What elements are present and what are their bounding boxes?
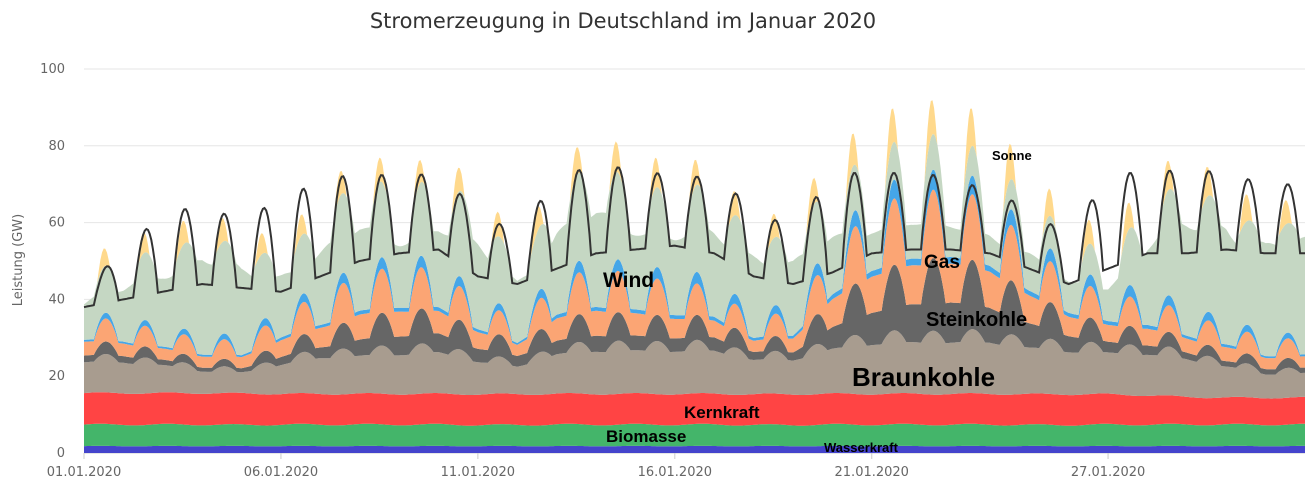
x-tick-label: 11.01.2020: [441, 465, 515, 480]
area-biomasse: [84, 423, 1305, 447]
area-gas: [84, 189, 1305, 370]
load-line-group: [83, 166, 1305, 309]
label-wind: Wind: [603, 269, 654, 292]
y-tick-label: 40: [48, 292, 65, 307]
y-tick-labels: 0 20 40 60 80 100: [40, 62, 65, 461]
x-tick-label: 21.01.2020: [835, 465, 909, 480]
stacked-areas: [84, 100, 1305, 453]
area-braunkohle: [84, 329, 1305, 399]
load-line: [83, 166, 1305, 309]
x-tick-label: 06.01.2020: [244, 465, 318, 480]
y-tick-label: 100: [40, 62, 65, 77]
series-labels: Sonne Wind Gas Steinkohle Braunkohle Kernkraf…: [603, 148, 1032, 455]
area-steinkohle: [84, 258, 1305, 375]
label-sonne: Sonne: [992, 148, 1032, 163]
y-tick-label: 80: [48, 139, 65, 154]
y-axis-label: Leistung (GW): [11, 214, 26, 306]
area-wasserkraft: [84, 445, 1305, 453]
label-kernkraft: Kernkraft: [684, 403, 760, 422]
label-braunkohle: Braunkohle: [852, 362, 995, 392]
x-tick-label: 01.01.2020: [47, 465, 121, 480]
y-tick-label: 60: [48, 216, 65, 231]
y-tick-label: 0: [57, 446, 65, 461]
area-kernkraft: [84, 392, 1305, 426]
x-tick-label: 27.01.2020: [1071, 465, 1145, 480]
label-biomasse: Biomasse: [606, 427, 686, 446]
x-tick-label: 16.01.2020: [638, 465, 712, 480]
x-tick-labels: 01.01.2020 06.01.2020 11.01.2020 16.01.2020…: [47, 453, 1145, 480]
chart-title: Stromerzeugung in Deutschland im Januar …: [370, 9, 876, 33]
label-steinkohle: Steinkohle: [926, 309, 1027, 331]
area-wind: [84, 134, 1305, 357]
label-gas: Gas: [924, 252, 960, 273]
y-tick-label: 20: [48, 369, 65, 384]
label-wasserkraft: Wasserkraft: [824, 440, 899, 455]
